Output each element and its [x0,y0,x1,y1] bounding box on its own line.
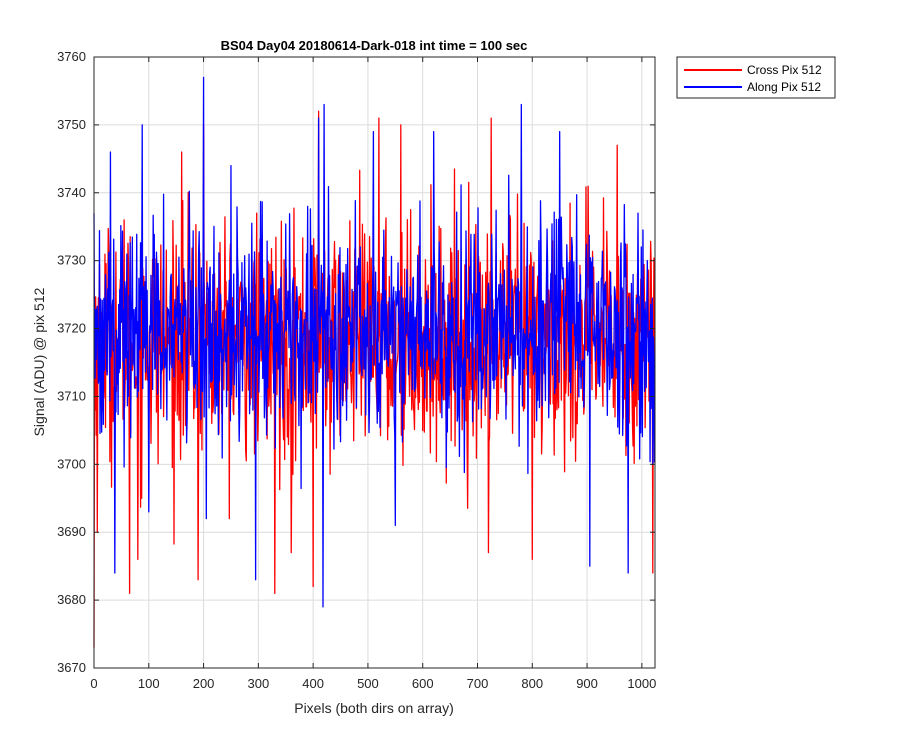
x-tick-label: 1000 [627,676,656,691]
legend-label-along: Along Pix 512 [747,80,821,94]
chart-title: BS04 Day04 20180614-Dark-018 int time = … [221,38,528,53]
x-tick-label: 600 [412,676,434,691]
x-tick-label: 800 [521,676,543,691]
y-tick-label: 3730 [57,253,86,268]
x-tick-label: 200 [193,676,215,691]
y-tick-label: 3680 [57,592,86,607]
legend-label-cross: Cross Pix 512 [747,63,822,77]
y-axis-label: Signal (ADU) @ pix 512 [31,287,47,436]
x-tick-label: 0 [90,676,97,691]
x-tick-label: 400 [302,676,324,691]
x-tick-label: 700 [467,676,489,691]
x-axis-label: Pixels (both dirs on array) [294,700,454,716]
y-tick-label: 3720 [57,321,86,336]
x-tick-label: 900 [576,676,598,691]
legend-box [676,56,836,99]
y-tick-label: 3700 [57,456,86,471]
y-tick-label: 3760 [57,49,86,64]
series-lines [93,76,656,648]
x-tick-label: 300 [248,676,270,691]
legend: Cross Pix 512 Along Pix 512 [676,56,836,99]
y-tick-label: 3690 [57,524,86,539]
x-tick-label: 100 [138,676,160,691]
y-tick-label: 3710 [57,388,86,403]
series-line-along-pix-512 [93,76,656,608]
y-tick-label: 3750 [57,117,86,132]
x-tick-label: 500 [357,676,379,691]
y-tick-label: 3670 [57,660,86,675]
y-tick-label: 3740 [57,185,86,200]
plot-area-frame [93,56,656,669]
axis-ticks: 0 100 200 300 400 500 600 700 800 900 1000 3670 3680… [57,49,656,691]
